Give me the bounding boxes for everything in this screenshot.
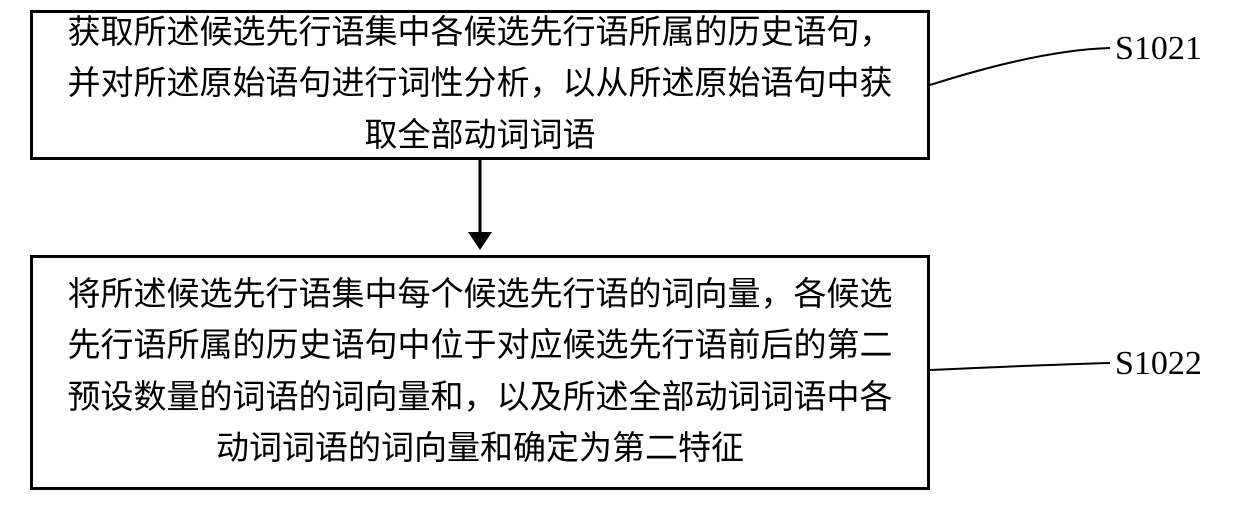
diagram-canvas: 获取所述候选先行语集中各候选先行语所属的历史语句，并对所述原始语句进行词性分析，… bbox=[0, 0, 1240, 505]
flow-step-2: 将所述候选先行语集中每个候选先行语的词向量，各候选先行语所属的历史语句中位于对应… bbox=[30, 255, 930, 490]
step-label-s1021-text: S1021 bbox=[1115, 30, 1202, 67]
flow-step-1-text: 获取所述候选先行语集中各候选先行语所属的历史语句，并对所述原始语句进行词性分析，… bbox=[57, 8, 903, 161]
step-label-s1022-text: S1022 bbox=[1115, 345, 1202, 382]
flow-step-1: 获取所述候选先行语集中各候选先行语所属的历史语句，并对所述原始语句进行词性分析，… bbox=[30, 10, 930, 160]
step-label-s1022: S1022 bbox=[1115, 345, 1202, 383]
step-label-s1021: S1021 bbox=[1115, 30, 1202, 68]
flow-step-2-text: 将所述候选先行语集中每个候选先行语的词向量，各候选先行语所属的历史语句中位于对应… bbox=[57, 270, 903, 475]
